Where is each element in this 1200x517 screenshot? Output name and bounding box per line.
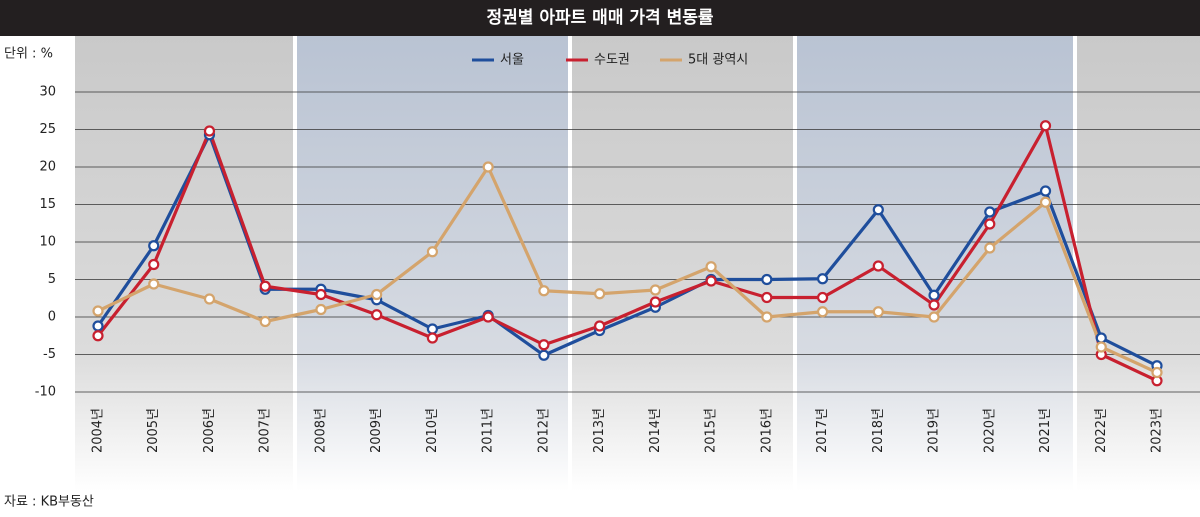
x-tick-label: 2020년 <box>982 408 997 453</box>
x-tick-label: 2019년 <box>927 408 942 453</box>
chart-title: 정권별 아파트 매매 가격 변동률 <box>487 8 714 28</box>
data-point <box>928 299 940 311</box>
data-point <box>538 339 550 351</box>
data-point <box>594 288 606 300</box>
y-tick-label: 15 <box>39 197 56 212</box>
x-tick-label: 2010년 <box>425 408 440 453</box>
x-tick-label: 2012년 <box>536 408 551 453</box>
data-point <box>315 288 327 301</box>
data-point <box>1039 120 1052 132</box>
data-point <box>928 311 940 323</box>
data-point <box>928 289 940 301</box>
x-tick-label: 2013년 <box>592 408 607 453</box>
x-tick-label: 2008년 <box>313 408 328 453</box>
data-point <box>705 261 717 273</box>
data-point <box>538 349 550 361</box>
data-point <box>705 275 717 287</box>
legend-label: 서울 <box>500 53 524 68</box>
data-point <box>259 280 271 292</box>
series-line <box>96 124 1158 383</box>
data-point <box>92 305 104 317</box>
data-point <box>148 240 160 252</box>
y-tick-label: 0 <box>48 310 56 325</box>
source: 자료 : KB부동산 <box>4 495 94 510</box>
y-tick-label: 30 <box>39 85 56 100</box>
y-tick-label: 10 <box>39 235 56 250</box>
data-point <box>816 306 829 318</box>
unit-label: 단위 : % <box>4 47 53 62</box>
data-point <box>649 296 661 308</box>
data-point <box>315 303 327 316</box>
data-point <box>816 291 829 304</box>
series-line <box>97 165 1158 374</box>
x-tick-label: 2014년 <box>648 408 663 453</box>
data-point <box>1039 185 1052 197</box>
data-point <box>816 273 829 285</box>
x-tick-label: 2021년 <box>1038 408 1053 453</box>
series-line <box>96 133 1158 368</box>
data-point <box>482 311 494 323</box>
background-panels <box>75 36 1200 491</box>
data-point <box>872 204 884 216</box>
x-tick-label: 2023년 <box>1150 408 1165 453</box>
data-point <box>426 323 439 335</box>
data-point <box>148 258 160 271</box>
x-tick-label: 2006년 <box>202 408 217 453</box>
y-tick-label: -10 <box>35 385 56 400</box>
x-tick-label: 2017년 <box>815 408 830 453</box>
data-point <box>872 260 884 272</box>
x-tick-label: 2011년 <box>481 408 496 453</box>
x-tick-label: 2007년 <box>258 408 273 453</box>
x-tick-label: 2016년 <box>759 408 774 453</box>
data-point <box>1039 196 1052 208</box>
data-point <box>1151 366 1163 379</box>
data-point <box>984 242 996 254</box>
y-tick-label: 5 <box>48 272 56 287</box>
data-point <box>426 246 439 258</box>
data-point <box>538 285 550 297</box>
data-point <box>649 284 661 296</box>
data-point <box>594 320 606 332</box>
title-bar <box>0 0 1200 36</box>
data-point <box>203 125 216 137</box>
y-tick-label: 20 <box>39 160 56 175</box>
data-point <box>761 291 773 304</box>
data-point <box>761 311 773 323</box>
legend-label: 수도권 <box>594 53 630 68</box>
legend-label: 5대 광역시 <box>688 53 748 68</box>
data-point <box>984 218 996 230</box>
data-point <box>1095 341 1107 353</box>
data-point <box>482 161 494 173</box>
y-tick-label: 25 <box>39 122 56 137</box>
data-point <box>1095 332 1107 344</box>
data-point <box>371 309 383 321</box>
x-tick-label: 2005년 <box>146 408 161 453</box>
x-tick-label: 2022년 <box>1094 408 1109 453</box>
data-point <box>92 330 104 342</box>
data-point <box>259 315 271 328</box>
x-tick-label: 2009년 <box>369 408 384 453</box>
x-tick-label: 2015년 <box>704 408 719 453</box>
x-tick-label: 2018년 <box>871 408 886 453</box>
data-point <box>148 278 160 290</box>
data-point <box>984 206 996 218</box>
data-point <box>761 273 773 286</box>
data-point <box>872 306 884 318</box>
x-tick-label: 2004년 <box>91 408 106 453</box>
data-point <box>203 293 216 305</box>
data-point <box>92 320 104 332</box>
data-point <box>426 332 439 344</box>
data-point <box>371 288 383 301</box>
y-tick-label: -5 <box>43 347 56 362</box>
